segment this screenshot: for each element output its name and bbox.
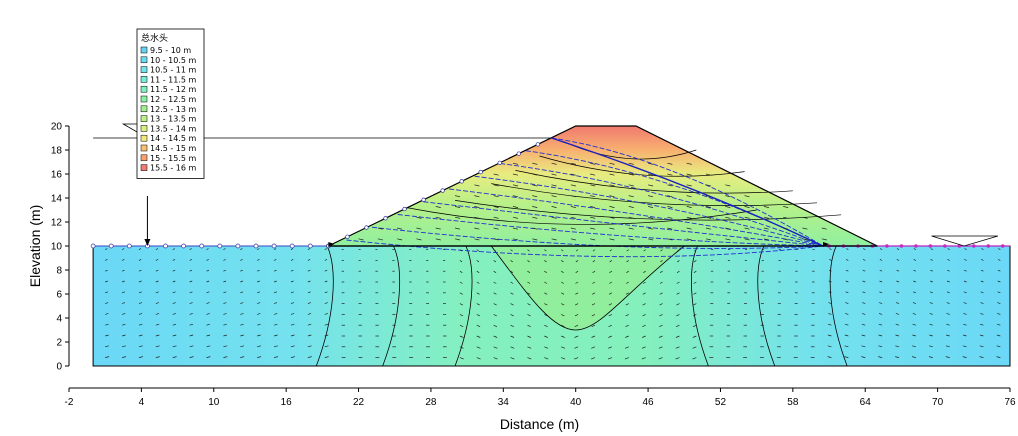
boundary-node <box>885 244 889 248</box>
y-tick-label: 18 <box>51 146 63 157</box>
x-tick-label: 76 <box>1004 397 1016 408</box>
boundary-node <box>127 244 131 248</box>
x-tick-label: 64 <box>860 397 872 408</box>
boundary-node <box>164 244 168 248</box>
y-tick-label: 2 <box>56 338 62 349</box>
x-axis-label: Distance (m) <box>500 416 579 432</box>
x-tick-label: -2 <box>65 397 74 408</box>
x-tick-label: 70 <box>932 397 944 408</box>
boundary-node <box>308 244 312 248</box>
legend-swatch <box>141 47 147 53</box>
x-tick-label: 22 <box>353 397 365 408</box>
x-tick-label: 58 <box>787 397 799 408</box>
legend-entry: 11 - 11.5 m <box>150 75 197 84</box>
y-tick-label: 20 <box>51 122 63 133</box>
boundary-node <box>929 244 933 248</box>
legend-swatch <box>141 76 147 82</box>
legend-swatch <box>141 165 147 171</box>
x-tick-label: 16 <box>281 397 293 408</box>
legend-entry: 13.5 - 14 m <box>150 124 197 133</box>
legend-entry: 13 - 13.5 m <box>150 115 197 124</box>
legend-swatch <box>141 57 147 63</box>
boundary-node <box>972 244 976 248</box>
legend-swatch <box>141 135 147 141</box>
embankment-region <box>328 126 877 246</box>
legend-swatch <box>141 125 147 131</box>
boundary-node <box>109 244 113 248</box>
boundary-node <box>91 244 95 248</box>
legend-swatch <box>141 155 147 161</box>
legend-entry: 14.5 - 15 m <box>150 144 197 153</box>
boundary-node <box>479 170 483 174</box>
x-tick-label: 52 <box>715 397 727 408</box>
y-tick-label: 6 <box>56 290 62 301</box>
boundary-node <box>441 189 445 193</box>
x-tick-label: 28 <box>425 397 437 408</box>
y-tick-label: 0 <box>56 362 62 373</box>
legend-entry: 15.5 - 16 m <box>150 164 197 173</box>
x-tick-label: 4 <box>139 397 145 408</box>
boundary-node <box>218 244 222 248</box>
boundary-node <box>1001 244 1005 248</box>
boundary-node <box>200 244 204 248</box>
y-tick-label: 10 <box>51 242 63 253</box>
legend-entry: 10 - 10.5 m <box>150 56 197 65</box>
boundary-node <box>900 244 904 248</box>
legend-swatch <box>141 116 147 122</box>
legend-swatch <box>141 67 147 73</box>
boundary-node <box>272 244 276 248</box>
legend-entry: 14 - 14.5 m <box>150 134 197 143</box>
boundary-node <box>943 244 947 248</box>
legend-title: 总水头 <box>141 32 168 44</box>
boundary-node <box>290 244 294 248</box>
y-tick-label: 12 <box>51 218 63 229</box>
plot-area <box>91 124 1010 366</box>
y-tick-label: 8 <box>56 266 62 277</box>
legend-entry: 11.5 - 12 m <box>150 85 197 94</box>
boundary-node <box>384 216 388 220</box>
boundary-node <box>346 235 350 239</box>
boundary-node <box>986 244 990 248</box>
boundary-node <box>254 244 258 248</box>
x-tick-label: 40 <box>570 397 582 408</box>
y-axis-label: Elevation (m) <box>27 205 43 287</box>
boundary-node <box>182 244 186 248</box>
boundary-node <box>536 143 540 147</box>
x-tick-label: 34 <box>498 397 510 408</box>
legend: 总水头 9.5 - 10 m10 - 10.5 m10.5 - 11 m11 - … <box>137 29 204 178</box>
legend-swatch <box>141 86 147 92</box>
boundary-node <box>914 244 918 248</box>
legend-entry: 15 - 15.5 m <box>150 154 197 163</box>
boundary-node <box>365 226 369 230</box>
legend-swatch <box>141 96 147 102</box>
y-tick-label: 14 <box>51 194 63 205</box>
x-tick-label: 46 <box>643 397 655 408</box>
legend-swatch <box>141 145 147 151</box>
boundary-node <box>422 198 426 202</box>
legend-swatch <box>141 106 147 112</box>
legend-entry: 12 - 12.5 m <box>150 95 197 104</box>
boundary-node <box>517 152 521 156</box>
x-tick-label: 10 <box>208 397 220 408</box>
boundary-node <box>498 161 502 165</box>
legend-entry: 9.5 - 10 m <box>150 46 191 55</box>
boundary-node <box>236 244 240 248</box>
boundary-node <box>460 180 464 184</box>
boundary-node <box>403 207 407 211</box>
legend-entry: 10.5 - 11 m <box>150 66 197 75</box>
legend-entry: 12.5 - 13 m <box>150 105 197 114</box>
y-tick-label: 4 <box>56 314 62 325</box>
y-tick-label: 16 <box>51 170 63 181</box>
